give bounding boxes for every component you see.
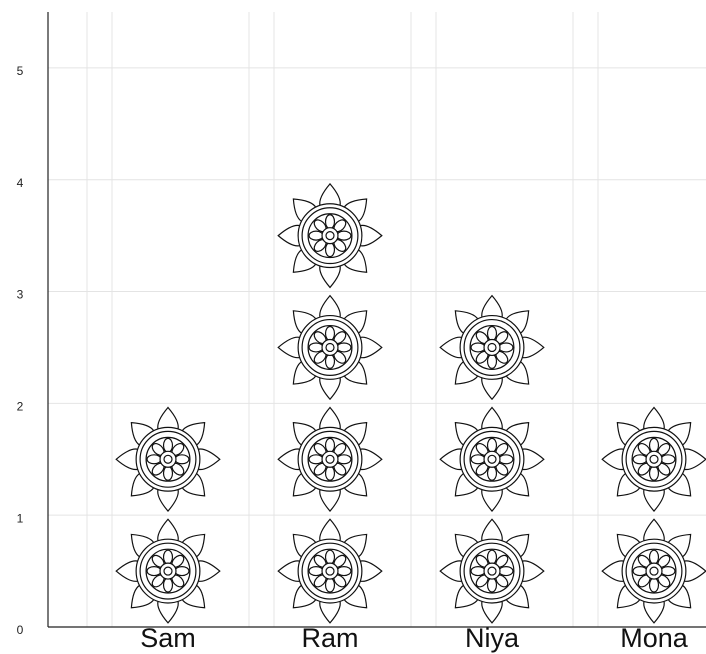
- icon: [439, 406, 545, 512]
- y-tick-label: 5: [17, 64, 24, 78]
- y-tick-label: 3: [17, 288, 24, 302]
- icon: [439, 295, 545, 400]
- icon: [115, 518, 221, 624]
- x-tick-label: Mona: [620, 623, 689, 653]
- icon-stack: [439, 295, 545, 624]
- icon: [277, 406, 383, 512]
- icon: [277, 295, 383, 400]
- y-tick-label: 0: [17, 623, 24, 637]
- icon: [277, 183, 383, 289]
- icon: [277, 518, 383, 624]
- icon: [439, 518, 545, 624]
- y-tick-label: 2: [17, 400, 24, 414]
- icon: [601, 406, 706, 512]
- x-tick-label: Niya: [465, 623, 520, 653]
- y-tick-label: 1: [17, 511, 24, 525]
- x-tick-label: Sam: [140, 623, 196, 653]
- grid: [48, 12, 706, 628]
- x-tick-label: Ram: [301, 623, 358, 653]
- icon: [601, 518, 706, 624]
- y-tick-label: 4: [17, 176, 24, 190]
- icon: [115, 406, 221, 512]
